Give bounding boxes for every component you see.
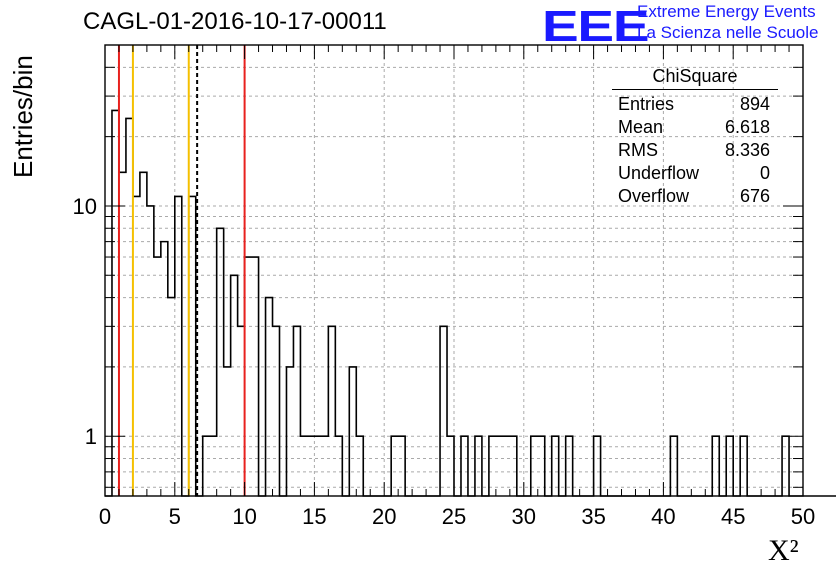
stats-label: Entries (618, 94, 675, 114)
stats-value: 676 (739, 186, 770, 206)
stats-row: RMS 8.336 (612, 139, 778, 162)
x-tick-label: 35 (581, 504, 605, 529)
stats-row: Underflow 0 (612, 162, 778, 185)
x-tick-label: 50 (791, 504, 815, 529)
stats-row: Mean 6.618 (612, 116, 778, 139)
logo-tagline-1: Extreme Energy Events (637, 2, 816, 21)
stats-label: Overflow (618, 186, 690, 206)
eee-logo: EEE (542, 2, 650, 51)
chart-title: CAGL-01-2016-10-17-00011 (83, 8, 387, 35)
x-axis-label: X² (768, 534, 799, 567)
x-tick-label: 5 (169, 504, 181, 529)
stats-value: 0 (759, 163, 770, 183)
x-tick-label: 45 (721, 504, 745, 529)
x-tick-label: 40 (651, 504, 675, 529)
y-tick-label: 10 (73, 194, 97, 219)
x-tick-label: 0 (99, 504, 111, 529)
stats-value: 894 (739, 94, 770, 114)
x-tick-label: 20 (372, 504, 396, 529)
stats-title: ChiSquare (612, 66, 778, 90)
stats-value: 8.336 (724, 140, 770, 160)
logo-tagline-2: La Scienza nelle Scuole (637, 23, 819, 42)
stats-value: 6.618 (724, 117, 770, 137)
y-axis-label: Entries/bin (8, 55, 38, 178)
x-tick-label: 25 (442, 504, 466, 529)
stats-label: RMS (618, 140, 658, 160)
stats-row: Entries 894 (612, 93, 778, 116)
stats-label: Mean (618, 117, 664, 137)
stats-box: ChiSquare Entries 894 Mean 6.618 RMS 8.336 … (612, 66, 778, 208)
stats-label: Underflow (618, 163, 700, 183)
threshold-lines (117, 45, 246, 496)
x-tick-label: 15 (302, 504, 326, 529)
stats-row: Overflow 676 (612, 185, 778, 208)
x-tick-label: 30 (512, 504, 536, 529)
y-tick-label: 1 (85, 424, 97, 449)
axes: 0 5 10 15 20 25 30 35 40 45 50 1 10 (73, 44, 815, 529)
x-tick-label: 10 (232, 504, 256, 529)
